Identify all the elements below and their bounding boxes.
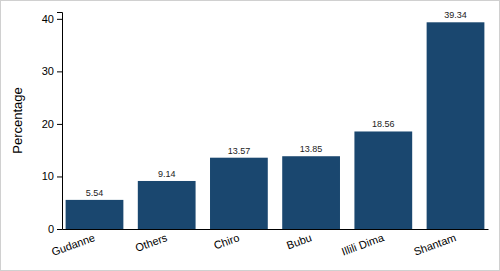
y-axis: 0 10 20 30 40 [42,13,63,236]
x-axis: Gudanne Others Chiro Bubu Illili Dima Shantam [50,229,489,258]
data-label: 5.54 [86,188,104,198]
y-tick-label: 20 [42,118,54,130]
y-tick: 20 [42,118,62,130]
x-tick: Chiro [212,229,241,251]
chart-container: 5.54 9.14 13.57 13.85 18.56 39.34 0 10 20 30 40 Gud… [0,0,500,271]
y-tick: 30 [42,65,62,77]
y-tick-mark [57,229,62,230]
y-tick-mark [57,19,62,20]
x-axis-line [63,229,489,230]
y-tick: 0 [48,223,62,235]
bar [210,158,268,229]
chart-svg: 5.54 9.14 13.57 13.85 18.56 39.34 0 10 20 30 40 Gud… [0,0,500,271]
x-tick: Illili Dima [340,229,386,258]
bar [66,200,124,229]
x-tick-label: Shantam [412,231,457,257]
x-tick: Shantam [412,229,457,258]
x-tick: Others [134,229,170,254]
x-tick: Gudanne [50,229,97,258]
x-tick-label: Illili Dima [340,231,386,258]
bar [427,22,485,229]
data-label: 13.85 [300,144,323,154]
background [1,1,500,271]
plot-area: 5.54 9.14 13.57 13.85 18.56 39.34 0 10 20 30 40 Gud… [42,10,489,258]
x-tick-label: Others [134,231,170,254]
y-tick-mark [57,71,62,72]
x-tick-label: Bubu [285,231,313,251]
y-tick-label: 40 [42,13,54,25]
bar [282,156,340,229]
y-tick-mark [57,124,62,125]
bar [138,181,196,229]
bar [354,131,412,229]
x-tick-label: Gudanne [50,231,97,258]
x-tick-label: Chiro [212,231,241,251]
y-axis-title: Percentage [10,87,25,154]
data-label: 13.57 [228,146,251,156]
bars [66,22,485,229]
data-label: 39.34 [444,10,467,20]
data-label: 9.14 [158,169,176,179]
x-tick: Bubu [285,229,313,251]
y-axis-line [57,13,63,230]
y-tick-label: 10 [42,170,54,182]
y-tick-label: 0 [48,223,54,235]
y-tick: 40 [42,13,62,25]
y-tick-mark [57,176,62,177]
y-tick: 10 [42,170,62,182]
y-tick-label: 30 [42,65,54,77]
data-label: 18.56 [372,119,395,129]
data-labels: 5.54 9.14 13.57 13.85 18.56 39.34 [86,10,467,198]
